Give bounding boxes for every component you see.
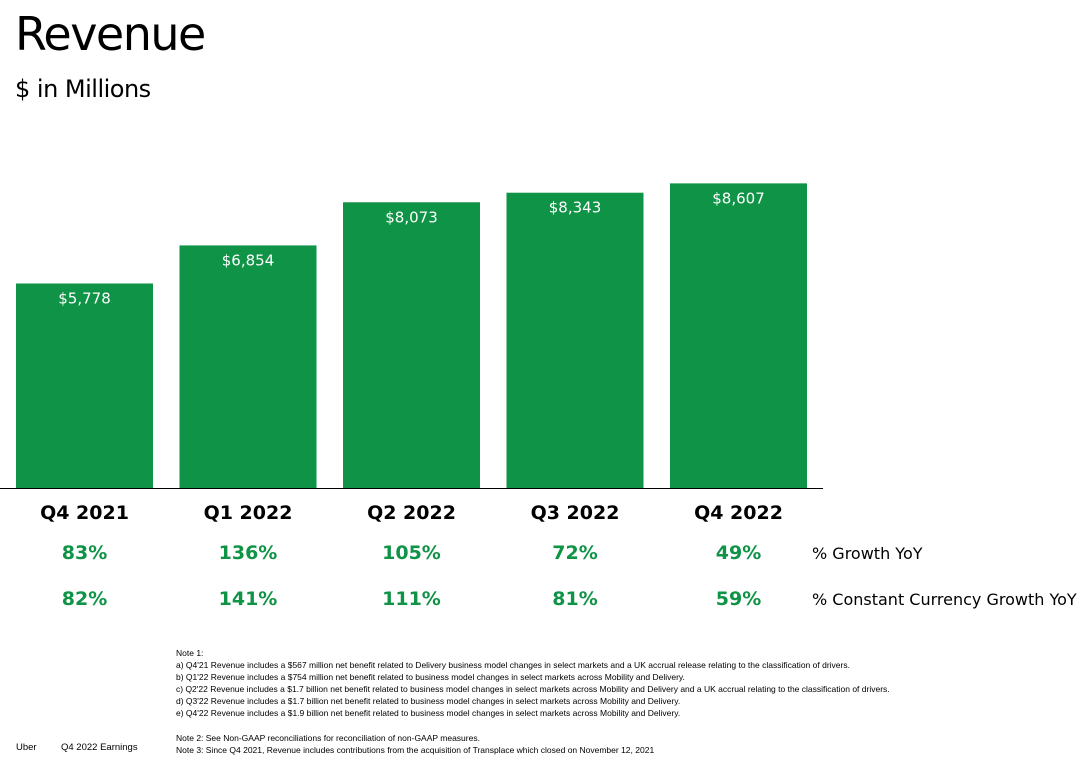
bar-data-label: $8,073 [385,208,438,226]
footnotes: Note 1: a) Q4'21 Revenue includes a $567 … [176,647,890,756]
cc-growth-yoy-value: 59% [715,588,762,610]
growth-yoy-value: 49% [715,542,762,564]
x-tick-label: Q2 2022 [367,502,456,524]
cc-growth-yoy-value: 111% [382,588,441,610]
bar-data-label: $6,854 [222,251,275,269]
bar-data-label: $5,778 [58,290,111,308]
bar-q3-2022 [506,192,644,489]
footnote-line [176,720,890,732]
footnote-line: Note 3: Since Q4 2021, Revenue includes … [176,744,655,755]
page-title: Revenue [15,7,206,61]
footnote-line: Note 1: [176,648,204,658]
cc-growth-yoy-label: % Constant Currency Growth YoY [812,590,1077,609]
bar-data-label: $8,343 [549,199,602,217]
footnote-line: c) Q2'22 Revenue includes a $1.7 billion… [176,684,890,695]
bar-q1-2022 [179,245,317,488]
x-tick-label: Q4 2021 [40,502,129,524]
footer-brand: Uber [16,742,37,753]
bar-q2-2022 [343,202,480,489]
footnote-line: a) Q4'21 Revenue includes a $567 million… [176,660,850,671]
cc-growth-yoy-value: 141% [218,588,278,610]
growth-yoy-value: 136% [218,542,278,564]
x-tick-label: Q3 2022 [530,502,620,524]
growth-yoy-value: 83% [61,542,108,564]
x-tick-label: Q4 2022 [694,502,783,524]
growth-yoy-label: % Growth YoY [812,544,923,563]
growth-yoy-value: 105% [382,542,441,564]
footnote-line: d) Q3'22 Revenue includes a $1.7 billion… [176,696,681,707]
revenue-bar-chart: $5,778 $6,854 $8,073 $8,343 $8,607 [0,183,823,489]
footnote-line: Note 2: See Non-GAAP reconciliations for… [176,732,480,743]
x-tick-label: Q1 2022 [203,502,293,524]
footer-report: Q4 2022 Earnings [61,742,138,753]
bar-q4-2021 [16,283,153,488]
bar-data-label: $8,607 [712,189,765,207]
cc-growth-yoy-value: 81% [552,588,598,610]
bar-q4-2022 [670,183,807,488]
growth-yoy-value: 72% [552,542,598,564]
cc-growth-yoy-value: 82% [61,588,108,610]
footnote-line: b) Q1'22 Revenue includes a $754 million… [176,672,685,683]
footnote-line: e) Q4'22 Revenue includes a $1.9 billion… [176,708,681,719]
page-subtitle: $ in Millions [15,75,151,103]
